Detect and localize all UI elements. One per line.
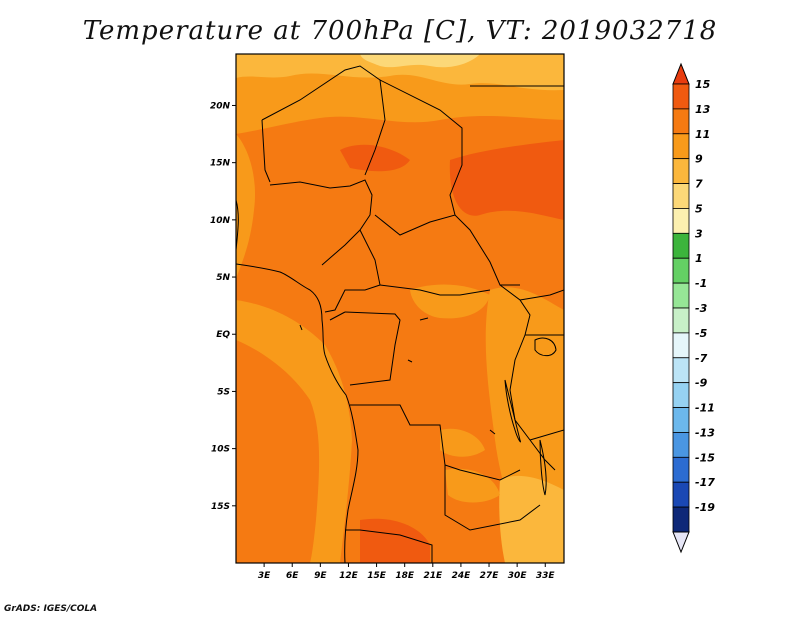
colorbar-box <box>672 257 690 284</box>
lon-tick-label: 3E <box>258 571 271 581</box>
lon-tick-label: 15E <box>367 571 387 581</box>
colorbar-box <box>672 108 690 135</box>
border-nigeria <box>269 179 373 266</box>
border-namibia <box>345 529 433 563</box>
lon-tick-label: 27E <box>480 571 500 581</box>
colorbar-label: -1 <box>695 277 707 290</box>
colorbar-box <box>672 481 690 508</box>
small-features <box>299 317 496 435</box>
lon-axis: 3E 6E 9E 12E 15E 18E 21E 24E 27E 30E 33E <box>258 563 556 581</box>
colorbar-label: 5 <box>695 202 703 215</box>
colorbar-box <box>672 357 690 384</box>
border-east-1 <box>499 284 556 471</box>
colorbar-label: 7 <box>695 178 703 191</box>
colorbar-label: 3 <box>695 227 703 240</box>
colorbar-label: -19 <box>695 501 715 514</box>
colorbar-label: -11 <box>695 402 715 415</box>
lon-tick-label: 30E <box>508 571 528 581</box>
field-band-north-light <box>236 54 564 91</box>
colorbar-box <box>672 133 690 160</box>
colorbar-box <box>672 506 690 533</box>
colorbar-top-triangle <box>672 62 690 85</box>
colorbar-label: 13 <box>695 103 711 116</box>
chart-title: Temperature at 700hPa [C], VT: 201903271… <box>82 16 718 46</box>
border-east-4 <box>529 429 564 441</box>
colorbar-label: -17 <box>695 476 715 489</box>
colorbar-label: 9 <box>695 153 703 166</box>
colorbar-box <box>672 183 690 209</box>
lat-tick-label: 5S <box>217 387 230 397</box>
lake-victoria <box>534 337 557 357</box>
colorbar-box <box>672 407 690 433</box>
colorbar-label: 11 <box>695 128 710 141</box>
colorbar-label: -15 <box>695 451 715 464</box>
lon-tick-label: 18E <box>395 571 415 581</box>
colorbar-box <box>672 158 690 184</box>
field-hot-central <box>340 144 410 172</box>
border-gabon <box>329 311 346 321</box>
colorbar-box <box>672 432 690 458</box>
field-east-highland-light <box>499 475 564 563</box>
colorbar-label: -5 <box>695 327 708 340</box>
border-cameroon <box>324 229 381 313</box>
colorbar-bottom-triangle <box>672 531 690 554</box>
lake-tanganyika <box>504 379 521 443</box>
field-hot-east <box>449 140 564 220</box>
colorbar-box <box>672 208 690 234</box>
colorbar-label: 15 <box>695 78 711 91</box>
border-north-1 <box>261 65 386 176</box>
lat-axis: 20N 15N 10N 5N EQ 5S 10S 15S <box>210 101 236 512</box>
border-car-south <box>379 284 491 296</box>
colorbar: 15 13 11 9 7 5 3 1 -1 -3 -5 -7 -9 -11 -13 -15 -17 -19 <box>672 62 715 554</box>
lon-tick-label: 12E <box>339 571 359 581</box>
colorbar-label: -13 <box>695 426 715 439</box>
colorbar-box <box>672 382 690 408</box>
lat-tick-label: 20N <box>210 101 231 111</box>
border-drc-south <box>350 404 521 481</box>
lat-tick-label: 10N <box>210 216 231 226</box>
lat-tick-label: 10S <box>211 445 230 455</box>
field-band-north-pale <box>360 54 480 68</box>
lon-tick-label: 24E <box>452 571 472 581</box>
colorbar-label: 1 <box>695 252 703 265</box>
colorbar-box <box>672 282 690 309</box>
lon-tick-label: 33E <box>536 571 556 581</box>
field-south-central-light <box>440 428 485 457</box>
field-band-west <box>236 134 256 280</box>
lat-tick-label: EQ <box>216 330 230 340</box>
colorbar-box <box>672 232 690 259</box>
field-ocean-mid <box>236 340 320 563</box>
border-north-4 <box>261 119 271 183</box>
lon-tick-label: 21E <box>423 571 443 581</box>
border-congo <box>344 311 401 386</box>
lat-tick-label: 15S <box>211 502 230 512</box>
colorbar-label: -7 <box>695 352 708 365</box>
borders <box>236 65 564 563</box>
colorbar-box <box>672 307 690 334</box>
colorbar-label: -9 <box>695 377 708 390</box>
footer-credit: GrADS: IGES/COLA <box>4 604 98 614</box>
lat-tick-label: 5N <box>216 273 230 283</box>
field-south-light <box>445 468 500 503</box>
map-field <box>236 54 564 563</box>
map-frame <box>235 53 565 564</box>
lake-malawi <box>539 439 547 496</box>
lon-tick-label: 6E <box>286 571 299 581</box>
border-zambia <box>444 465 541 531</box>
field-hot-south <box>360 518 430 563</box>
border-car <box>374 214 520 286</box>
colorbar-box <box>672 456 690 483</box>
colorbar-box <box>672 332 690 359</box>
border-east-2 <box>519 289 564 301</box>
lat-tick-label: 15N <box>210 159 231 169</box>
lon-tick-label: 9E <box>314 571 327 581</box>
colorbar-label: -3 <box>695 302 708 315</box>
colorbar-box <box>672 83 690 110</box>
border-north-2 <box>379 79 463 216</box>
